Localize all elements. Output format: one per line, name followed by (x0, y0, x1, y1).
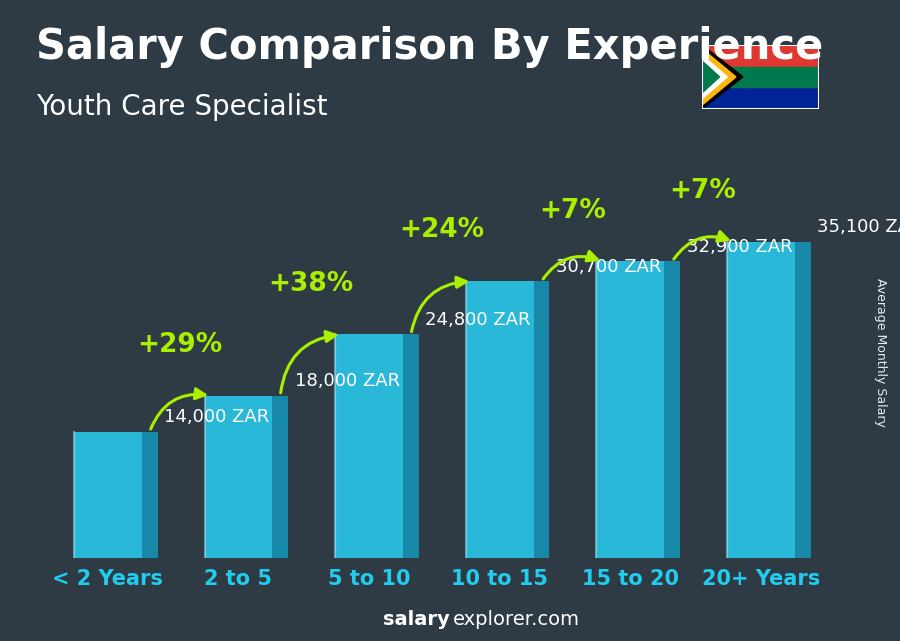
Text: Youth Care Specialist: Youth Care Specialist (36, 93, 328, 121)
FancyBboxPatch shape (335, 335, 403, 558)
Text: Salary Comparison By Experience: Salary Comparison By Experience (36, 26, 824, 68)
Polygon shape (664, 262, 680, 558)
Polygon shape (702, 61, 720, 93)
Text: +24%: +24% (399, 217, 484, 244)
Bar (702, 67, 819, 87)
FancyBboxPatch shape (74, 431, 142, 558)
FancyBboxPatch shape (727, 242, 795, 558)
Text: 32,900 ZAR: 32,900 ZAR (687, 238, 792, 256)
Text: 35,100 ZAR: 35,100 ZAR (817, 218, 900, 236)
Polygon shape (702, 55, 727, 99)
Text: 14,000 ZAR: 14,000 ZAR (164, 408, 269, 426)
Polygon shape (273, 395, 288, 558)
Text: 24,800 ZAR: 24,800 ZAR (426, 311, 531, 329)
Text: +7%: +7% (670, 178, 736, 204)
Text: Average Monthly Salary: Average Monthly Salary (874, 278, 886, 427)
Text: salary: salary (383, 610, 450, 629)
Polygon shape (142, 431, 157, 558)
Polygon shape (702, 45, 743, 109)
Polygon shape (795, 242, 811, 558)
Text: +7%: +7% (539, 197, 606, 224)
Polygon shape (534, 281, 549, 558)
Text: 30,700 ZAR: 30,700 ZAR (556, 258, 662, 276)
Polygon shape (702, 49, 736, 105)
FancyBboxPatch shape (466, 281, 534, 558)
Text: +38%: +38% (268, 271, 354, 297)
Bar (702, 77, 819, 109)
Text: explorer.com: explorer.com (453, 610, 580, 629)
Bar (702, 45, 819, 77)
Polygon shape (403, 335, 418, 558)
Text: +29%: +29% (138, 332, 223, 358)
FancyBboxPatch shape (204, 395, 273, 558)
Text: 18,000 ZAR: 18,000 ZAR (294, 372, 400, 390)
FancyBboxPatch shape (597, 262, 664, 558)
